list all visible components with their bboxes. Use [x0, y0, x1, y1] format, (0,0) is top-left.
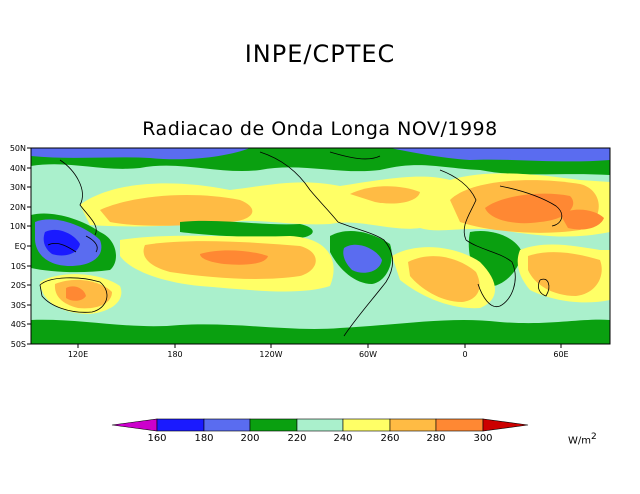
map-title: Radiacao de Onda Longa NOV/1998	[142, 118, 498, 140]
field-south-green	[31, 319, 610, 344]
colorbar-swatch	[156, 418, 205, 432]
x-tick-label: 120W	[259, 350, 283, 359]
field-atl-orange	[350, 186, 420, 204]
field-brazil-orange	[408, 256, 480, 302]
colorbar-level: 220	[287, 433, 307, 444]
colorbar-swatch	[342, 418, 391, 432]
field-eq-green-pac	[180, 220, 313, 238]
colorbar-swatch-below	[111, 418, 158, 432]
x-tick-label: 60E	[553, 350, 569, 359]
x-tick-label: 0	[462, 350, 468, 359]
colorbar-swatch	[389, 418, 437, 432]
colorbar-swatch	[296, 418, 344, 432]
y-tick-label: 20S	[10, 281, 26, 290]
field-spac-darkorange	[200, 250, 268, 265]
units-label: W/m2	[568, 432, 597, 446]
field-afr-darkorange	[485, 193, 574, 224]
x-tick-label: 60W	[358, 350, 378, 359]
field-amazon-blue	[343, 244, 382, 273]
units-text: W/m	[568, 435, 591, 447]
colorbar-level: 300	[473, 433, 493, 444]
x-tick-label: 120E	[67, 350, 89, 359]
field-safrica-orange	[528, 252, 602, 296]
y-tick-label: 20N	[9, 203, 26, 212]
y-tick-label: 50S	[10, 340, 26, 349]
y-tick-label: 40N	[9, 164, 26, 173]
field-north-blue	[31, 148, 610, 162]
y-tick-label: EQ	[14, 242, 26, 251]
field-aus-darkorange	[66, 286, 86, 301]
y-tick-label: 40S	[10, 320, 26, 329]
colorbar-swatch-above	[482, 418, 529, 432]
y-tick-label: 50N	[9, 144, 26, 153]
colorbar-swatch	[435, 418, 484, 432]
y-tick-label: 30N	[9, 183, 26, 192]
y-tick-label: 10S	[10, 262, 26, 271]
field-indian-darkorange	[560, 209, 604, 230]
x-tick-label: 180	[167, 350, 183, 359]
colorbar-level: 240	[333, 433, 353, 444]
colorbar-level: 160	[147, 433, 167, 444]
colorbar-level: 260	[380, 433, 400, 444]
field-npac-orange	[100, 195, 253, 226]
y-tick-label: 10N	[9, 222, 26, 231]
coastlines	[39, 151, 563, 337]
colorbar-level: 200	[240, 433, 260, 444]
colorbar-level: 280	[426, 433, 446, 444]
colorbar-swatch	[203, 418, 251, 432]
y-tick-label: 30S	[10, 301, 26, 310]
map-ticks	[27, 147, 562, 348]
units-exponent: 2	[591, 432, 597, 442]
org-title: INPE/CPTEC	[244, 40, 396, 68]
colorbar-swatch	[249, 418, 298, 432]
colorbar-level: 180	[194, 433, 214, 444]
